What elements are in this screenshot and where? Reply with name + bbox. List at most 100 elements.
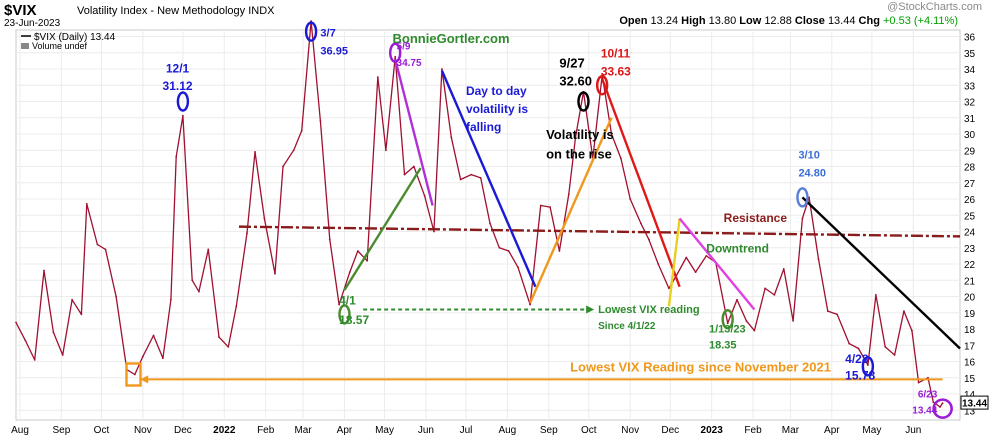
data-point (191, 279, 194, 282)
data-point (507, 250, 510, 252)
data-point (263, 217, 266, 220)
x-tick-label: May (862, 425, 881, 436)
y-tick-label: 29 (964, 146, 976, 157)
data-point (71, 298, 73, 301)
annotation-label: 6/23 (918, 389, 938, 400)
data-point (517, 266, 519, 269)
annotation-label: Lowest VIX reading (598, 304, 699, 316)
high-value: 13.80 (708, 15, 737, 27)
data-point (43, 269, 45, 272)
data-point (529, 303, 531, 306)
data-point (282, 165, 284, 168)
x-tick-label: May (375, 425, 394, 436)
data-point (423, 194, 426, 197)
x-tick-label: Jun (418, 425, 434, 436)
data-point (764, 287, 766, 290)
data-point (175, 155, 178, 158)
y-tick-label: 27 (964, 179, 976, 190)
data-point (574, 136, 577, 139)
data-point (753, 329, 756, 332)
annotation-label: 3/10 (798, 149, 819, 161)
annotation-label: Resistance (724, 211, 788, 225)
last-value-tag: 13.44 (960, 395, 989, 410)
data-point (182, 114, 184, 117)
chart-date: 23-Jun-2023 (4, 18, 61, 29)
annotation-label: 36.95 (320, 45, 348, 57)
data-point (498, 246, 501, 249)
legend: $VIX (Daily) 13.44 Volume undef (21, 32, 116, 51)
annotation-label: 34.75 (397, 58, 422, 69)
data-point (274, 272, 276, 275)
y-tick-label: 16 (964, 358, 976, 369)
green-dotted-arrow-head (586, 305, 595, 314)
annotation-label: 4/28 (845, 352, 869, 366)
stockcharts-watermark: @StockCharts.com (887, 1, 982, 13)
chart-header: $VIX Volatility Index - New Methodology … (0, 0, 990, 30)
high-label: High (681, 15, 706, 27)
low-label: Low (739, 15, 762, 27)
chg-value: +0.53 (+4.11%) (882, 15, 958, 27)
data-point (932, 401, 935, 404)
legend-series-label: $VIX (Daily) 13.44 (34, 32, 116, 43)
y-tick-label: 28 (964, 163, 976, 174)
data-point (412, 165, 415, 168)
data-point (639, 222, 642, 225)
data-point (207, 248, 210, 251)
y-tick-label: 13 (964, 406, 976, 417)
annotation-label: 13.44 (912, 406, 937, 417)
data-point (450, 136, 453, 139)
red-fall-line (601, 78, 681, 288)
data-point (668, 287, 670, 290)
y-tick-label: 34 (964, 65, 976, 76)
x-tick-label: Dec (661, 425, 679, 436)
orange-arrow-head (140, 375, 149, 384)
x-tick-label: Jun (905, 425, 921, 436)
data-point (403, 173, 406, 176)
index-subtitle: Volatility Index - New Methodology INDX (77, 5, 275, 17)
data-point (470, 173, 473, 176)
ohlc-readout: Open 13.24 High 13.80 Low 12.88 Close 13… (619, 15, 958, 27)
y-tick-label: 18 (964, 325, 976, 336)
data-point (917, 381, 920, 384)
data-point (857, 347, 860, 350)
data-point (489, 222, 491, 225)
x-tick-label: Apr (337, 425, 353, 436)
y-tick-label: 25 (964, 211, 976, 222)
marker-1-13 (721, 309, 734, 330)
data-point (685, 256, 688, 259)
annotation-label: 18.35 (709, 340, 737, 352)
data-point (459, 178, 462, 181)
data-point (246, 232, 248, 235)
annotation-label: Lowest VIX Reading since November 2021 (570, 359, 831, 374)
data-point (808, 196, 811, 199)
data-point (394, 55, 397, 58)
x-tick-label: Dec (174, 425, 192, 436)
annotation-label: Downtrend (706, 242, 769, 256)
data-point (817, 258, 820, 261)
data-point (15, 321, 17, 324)
black-fall-line (801, 196, 961, 350)
data-point (726, 322, 729, 325)
purple-fall-line (394, 58, 434, 206)
data-point (85, 202, 88, 205)
y-tick-label: 33 (964, 81, 976, 92)
x-tick-label: Mar (294, 425, 312, 436)
data-point (80, 313, 83, 316)
annotation-label: 33.63 (601, 65, 631, 79)
y-tick-label: 22 (964, 260, 976, 271)
marker-9-27 (577, 91, 590, 112)
annotation-label: 24.80 (798, 167, 826, 179)
x-axis: Aug Sep Oct Nov Dec 2022 Feb Mar Apr May Jun Jul Aug… (11, 425, 921, 436)
annotation-label: 18.57 (339, 313, 369, 327)
data-point (235, 305, 238, 308)
data-point (694, 271, 697, 274)
open-label: Open (619, 15, 648, 27)
annotation-label: 4/1 (339, 294, 356, 308)
y-tick-label: 30 (964, 130, 976, 141)
trend-lines (238, 58, 961, 350)
y-tick-label: 31 (964, 114, 976, 125)
data-point (801, 217, 804, 220)
data-point (874, 293, 877, 296)
y-tick-label: 20 (964, 293, 976, 304)
y-tick-label: 17 (964, 341, 976, 352)
